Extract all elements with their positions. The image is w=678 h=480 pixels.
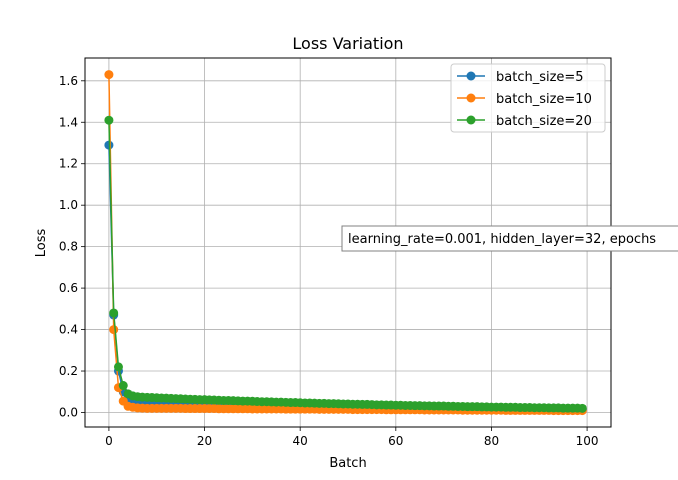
y-tick-label: 0.8	[59, 240, 78, 254]
annotation-text: learning_rate=0.001, hidden_layer=32, ep…	[348, 232, 656, 247]
x-tick-label: 60	[388, 434, 403, 448]
legend-box	[450, 63, 606, 133]
axis-ticks: 0 20 40 60 80 100 0.0 0.2 0.4 0.6 0.8 1.0 1.2 1.4 1.6	[59, 74, 599, 448]
data-point	[118, 381, 128, 391]
legend-label: batch_size=20	[496, 114, 592, 129]
series-layer	[104, 70, 587, 416]
data-point	[109, 308, 119, 318]
y-tick-label: 0.2	[59, 364, 78, 378]
chart-title: Loss Variation	[292, 34, 403, 53]
y-tick-label: 0.4	[59, 323, 78, 337]
data-point	[577, 403, 587, 413]
annotation: learning_rate=0.001, hidden_layer=32, ep…	[341, 225, 678, 252]
y-tick-label: 1.2	[59, 157, 78, 171]
x-tick-label: 40	[293, 434, 308, 448]
legend-label: batch_size=10	[496, 92, 592, 107]
y-axis-label: Loss	[34, 229, 49, 258]
legend-item: batch_size=20	[457, 114, 592, 129]
x-tick-label: 0	[105, 434, 113, 448]
legend-label: batch_size=5	[496, 70, 584, 85]
data-point	[104, 115, 114, 125]
y-tick-label: 0.0	[59, 405, 78, 419]
data-point	[104, 70, 114, 80]
data-point	[113, 362, 123, 372]
legend: batch_size=5 batch_size=10 batch_size=20	[450, 63, 606, 133]
annotation-box	[341, 225, 678, 252]
y-tick-label: 1.4	[59, 115, 78, 129]
x-tick-label: 20	[197, 434, 212, 448]
legend-marker	[466, 71, 476, 81]
legend-item: batch_size=5	[457, 70, 584, 85]
y-tick-label: 1.6	[59, 74, 78, 88]
x-tick-label: 100	[576, 434, 599, 448]
legend-marker	[466, 115, 476, 125]
legend-items: batch_size=5 batch_size=10 batch_size=20	[457, 70, 592, 129]
data-point	[109, 325, 119, 335]
legend-item: batch_size=10	[457, 92, 592, 107]
y-tick-label: 1.0	[59, 198, 78, 212]
series-3	[104, 115, 587, 413]
x-tick-label: 80	[484, 434, 499, 448]
x-axis-label: Batch	[329, 456, 366, 471]
y-tick-label: 0.6	[59, 281, 78, 295]
legend-marker	[466, 93, 476, 103]
